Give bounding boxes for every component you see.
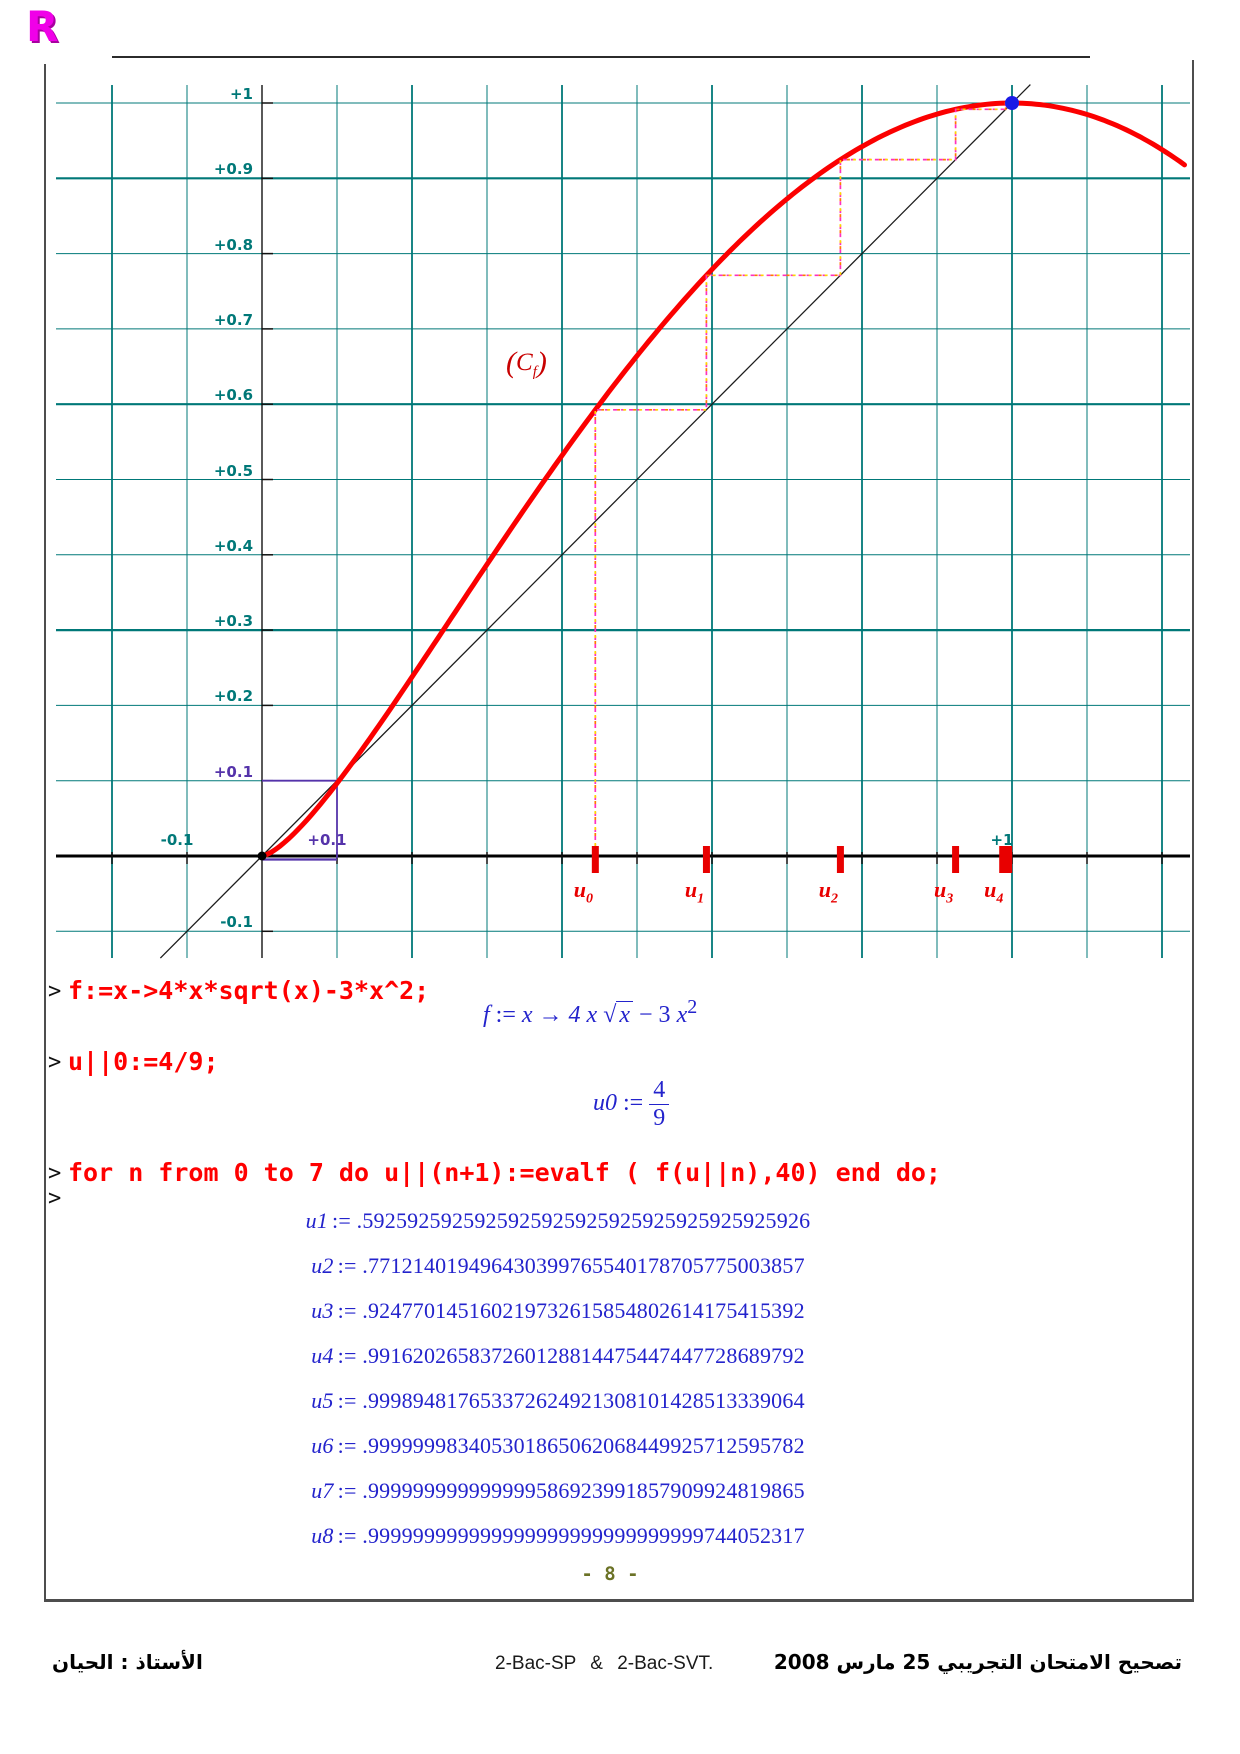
worksheet-frame-left [44, 64, 46, 1601]
result-value: .999999999999999999999999999999744052317 [362, 1523, 805, 1548]
maple-result-u8: u8:= .9999999999999999999999999999997440… [0, 1523, 1116, 1549]
worksheet-frame-right [1192, 60, 1194, 1601]
result-assign: := [337, 1298, 363, 1323]
result-assign: := [337, 1388, 363, 1413]
curve-label-sub: f [532, 364, 537, 380]
app-logo: R [26, 2, 59, 51]
fdef-exponent: 2 [687, 996, 698, 1018]
result-name: u2 [311, 1253, 334, 1278]
result-value: .999999999999999586923991857909924819865 [362, 1478, 805, 1503]
sequence-tick-u0 [591, 846, 599, 873]
maple-result-u1: u1:= .5925925925925925925925925925925925… [0, 1208, 1116, 1234]
fdef-x: x [521, 1002, 533, 1028]
sequence-tick-u4 [999, 846, 1013, 873]
function-curve [259, 100, 1187, 859]
maple-prompt-4[interactable]: > [48, 1186, 62, 1211]
result-name: u5 [311, 1388, 334, 1413]
arrow-icon: → [532, 1002, 569, 1028]
maple-result-u6: u6:= .9999999834053018650620684499257125… [0, 1433, 1116, 1459]
maple-input-function-def[interactable]: f:=x->4*x*sqrt(x)-3*x^2; [68, 976, 430, 1005]
fdef-lhs: f [483, 1002, 490, 1028]
result-assign: := [337, 1523, 363, 1548]
result-name: u4 [311, 1343, 334, 1368]
maple-result-u4: u4:= .9916202658372601288144754474477286… [0, 1343, 1116, 1369]
u0-lhs: u0 [593, 1090, 617, 1117]
result-assign: := [337, 1343, 363, 1368]
maple-result-u5: u5:= .9998948176533726249213081014285133… [0, 1388, 1116, 1414]
page-number: - 8 - [581, 1563, 639, 1585]
fixed-point-marker [1005, 96, 1019, 110]
result-name: u6 [311, 1433, 334, 1458]
worksheet-frame-bottom [44, 1599, 1194, 1602]
curve-label-paren-open: ( [506, 346, 516, 379]
result-name: u1 [305, 1208, 329, 1233]
origin-point [257, 851, 267, 861]
fdef-x2: x [676, 1002, 688, 1028]
sequence-tick-u1 [702, 846, 710, 873]
maple-result-u7: u7:= .9999999999999995869239918579099248… [0, 1478, 1116, 1504]
result-value: .999999983405301865062068449925712595782 [362, 1433, 805, 1458]
maple-prompt-3: > [48, 1161, 62, 1186]
maple-prompt-2: > [48, 1050, 62, 1075]
fraction-denominator: 9 [653, 1105, 666, 1132]
top-rule [112, 56, 1090, 58]
curve-name-label: (Cf) [506, 346, 547, 381]
curve-label-letter: C [516, 349, 533, 376]
fdef-radicand: x [616, 1001, 634, 1028]
result-value: .592592592592592592592592592592592592592… [356, 1208, 811, 1233]
footer-classes: 2-Bac-SP & 2-Bac-SVT. [495, 1653, 714, 1674]
result-name: u8 [311, 1523, 334, 1548]
footer-exam-title: تصحيح الامتحان التجريبي 25 مارس 2008 [773, 1650, 1182, 1674]
result-value: .924770145160219732615854802614175415392 [362, 1298, 805, 1323]
identity-line [159, 84, 1031, 959]
result-value: .991620265837260128814475447447728689792 [362, 1343, 805, 1368]
maple-result-u3: u3:= .9247701451602197326158548026141754… [0, 1298, 1116, 1324]
sequence-tick-u2 [836, 846, 844, 873]
curve-label-paren-close: ) [536, 346, 547, 379]
maple-input-u0[interactable]: u||0:=4/9; [68, 1047, 219, 1076]
sqrt-icon: √ [603, 1002, 617, 1028]
result-name: u3 [311, 1298, 334, 1323]
result-assign: := [337, 1478, 363, 1503]
fdef-term1: 4 x [568, 1002, 604, 1028]
result-value: .999894817653372624921308101428513339064 [362, 1388, 805, 1413]
result-assign: := [332, 1208, 357, 1233]
maple-result-u2: u2:= .7712140194964303997655401787057750… [0, 1253, 1116, 1279]
cobweb-path [594, 102, 1012, 856]
fdef-minus-term: − 3 [633, 1002, 677, 1028]
result-assign: := [337, 1433, 363, 1458]
sequence-tick-u3 [952, 846, 960, 873]
result-name: u7 [311, 1478, 334, 1503]
fdef-assign: := [489, 1002, 522, 1028]
result-assign: := [337, 1253, 363, 1278]
u0-assign: := [617, 1090, 650, 1117]
result-value: .771214019496430399765540178705775003857 [362, 1253, 805, 1278]
maple-input-for-loop[interactable]: for n from 0 to 7 do u||(n+1):=evalf ( f… [68, 1158, 941, 1187]
maple-prompt-1: > [48, 979, 62, 1004]
fraction-numerator: 4 [649, 1077, 670, 1106]
footer-teacher: الأستاذ : الحيان [52, 1650, 203, 1674]
maple-output-function-def: f := x → 4 x √ x − 3 x2 [483, 996, 697, 1029]
